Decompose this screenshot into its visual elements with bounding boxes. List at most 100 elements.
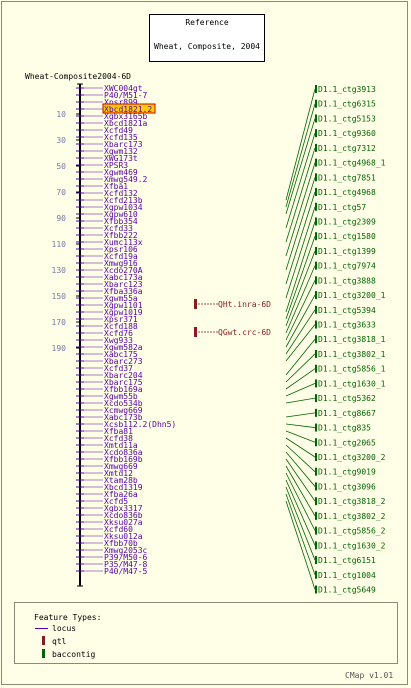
locus-label[interactable]: Xcfd5 [104, 497, 128, 506]
contig-label[interactable]: D1.1_ctg5649 [318, 585, 376, 594]
locus-label[interactable]: Xcfd33 [104, 224, 133, 233]
contig-marker[interactable] [315, 335, 317, 344]
locus-label[interactable]: Xmwg2053c [104, 546, 148, 555]
locus-label[interactable]: Xtam28b [104, 476, 138, 485]
contig-label[interactable]: D1.1_ctg2309 [318, 217, 376, 226]
contig-marker[interactable] [315, 379, 317, 388]
contig-marker[interactable] [315, 99, 317, 108]
contig-label[interactable]: D1.1_ctg4968 [318, 188, 376, 197]
locus-label[interactable]: Xcfd188 [104, 322, 138, 331]
locus-label[interactable]: Xcfd213b [104, 196, 143, 205]
locus-label[interactable]: Xcfd38 [104, 434, 133, 443]
locus-label[interactable]: Xcmwg669 [104, 406, 143, 415]
contig-marker[interactable] [315, 541, 317, 550]
locus-label[interactable]: Xbcd1319 [104, 483, 143, 492]
locus-label[interactable]: Xcsb112.2(Dhn5) [104, 420, 176, 429]
locus-label[interactable]: XWC004gt [104, 84, 143, 93]
contig-marker[interactable] [315, 173, 317, 182]
locus-label[interactable]: Xfbb169a [104, 385, 143, 394]
locus-label[interactable]: Xbarc273 [104, 357, 143, 366]
locus-label[interactable]: Xksu027a [104, 518, 143, 527]
locus-label[interactable]: Xmtd11a [104, 441, 138, 450]
contig-label[interactable]: D1.1_ctg8667 [318, 409, 376, 418]
contig-marker[interactable] [315, 349, 317, 358]
locus-label[interactable]: Xmwg916 [104, 259, 138, 268]
contig-marker[interactable] [315, 305, 317, 314]
contig-marker[interactable] [315, 158, 317, 167]
locus-label[interactable]: Xcdo836a [104, 448, 143, 457]
locus-label[interactable]: Xfba81 [104, 427, 133, 436]
qtl-label[interactable]: QHt.inra-6D [218, 300, 271, 309]
locus-label[interactable]: Xfbb169b [104, 455, 143, 464]
locus-label[interactable]: Xpsr371 [104, 315, 138, 324]
contig-marker[interactable] [315, 202, 317, 211]
locus-label[interactable]: Xgpw1101 [104, 301, 143, 310]
locus-label[interactable]: Xcfd132 [104, 189, 138, 198]
locus-label[interactable]: XWG173t [104, 154, 138, 163]
locus-label[interactable]: Xcdo534b [104, 399, 143, 408]
contig-marker[interactable] [315, 423, 317, 432]
contig-label[interactable]: D1.1_ctg9019 [318, 468, 376, 477]
locus-label[interactable]: Xabc173a [104, 273, 143, 282]
locus-label[interactable]: Xcfd76 [104, 329, 133, 338]
locus-label[interactable]: Xmwg669 [104, 462, 138, 471]
contig-label[interactable]: D1.1_ctg3096 [318, 482, 376, 491]
locus-label[interactable]: Xcfd19a [104, 252, 138, 261]
locus-label[interactable]: Xumc113x [104, 238, 143, 247]
locus-label[interactable]: XPSR3 [104, 161, 128, 170]
contig-marker[interactable] [315, 232, 317, 241]
contig-marker[interactable] [315, 217, 317, 226]
locus-label[interactable]: Xcfd135 [104, 133, 138, 142]
contig-label[interactable]: D1.1_ctg1630_1 [318, 379, 386, 388]
locus-label[interactable]: Xgwm469 [104, 168, 138, 177]
locus-label[interactable]: Xksu012a [104, 532, 143, 541]
contig-label[interactable]: D1.1_ctg3802_2 [318, 512, 386, 521]
locus-label[interactable]: Xpsr899 [104, 98, 138, 107]
contig-marker[interactable] [315, 394, 317, 403]
contig-marker[interactable] [315, 85, 317, 93]
contig-marker[interactable] [315, 556, 317, 565]
locus-label[interactable]: Xabc173b [104, 413, 143, 422]
contig-marker[interactable] [315, 438, 317, 447]
contig-label[interactable]: D1.1_ctg5394 [318, 306, 376, 315]
locus-label[interactable]: Xcfd49 [104, 126, 133, 135]
locus-label[interactable]: Xwg933 [104, 336, 133, 345]
locus-label[interactable]: Xgwm55b [104, 392, 138, 401]
contig-marker[interactable] [315, 320, 317, 329]
locus-label[interactable]: Xpsr106 [104, 245, 138, 254]
locus-label[interactable]: Xmwg549.2 [104, 175, 148, 184]
contig-label[interactable]: D1.1_ctg1004 [318, 571, 376, 580]
contig-label[interactable]: D1.1_ctg7851 [318, 173, 376, 182]
contig-label[interactable]: D1.1_ctg7974 [318, 262, 376, 271]
qtl-marker[interactable] [194, 327, 197, 337]
contig-label[interactable]: D1.1_ctg835 [318, 424, 371, 433]
contig-marker[interactable] [315, 482, 317, 491]
contig-marker[interactable] [315, 114, 317, 123]
qtl-label[interactable]: QGwt.crc-6D [218, 328, 271, 337]
locus-label[interactable]: Xfba26a [104, 490, 138, 499]
locus-label[interactable]: Xcfd37 [104, 364, 133, 373]
locus-label[interactable]: Xabc175 [104, 350, 138, 359]
contig-marker[interactable] [315, 364, 317, 373]
qtl-marker[interactable] [194, 299, 197, 309]
locus-label[interactable]: P40/M47-5 [104, 567, 148, 576]
locus-label[interactable]: Xcfd60 [104, 525, 133, 534]
locus-label[interactable]: Xgwm55a [104, 294, 138, 303]
contig-label[interactable]: D1.1_ctg7312 [318, 144, 376, 153]
locus-label[interactable]: Xfba336a [104, 287, 143, 296]
contig-marker[interactable] [315, 408, 317, 417]
locus-label[interactable]: Xbcd1821.2 [104, 105, 152, 114]
contig-label[interactable]: D1.1_ctg3802_1 [318, 350, 386, 359]
locus-label[interactable]: Xfba1 [104, 182, 128, 191]
contig-label[interactable]: D1.1_ctg3888 [318, 276, 376, 285]
contig-marker[interactable] [315, 467, 317, 476]
locus-label[interactable]: Xgbx3317 [104, 504, 143, 513]
contig-label[interactable]: D1.1_ctg5856_2 [318, 527, 386, 536]
contig-marker[interactable] [315, 526, 317, 535]
contig-marker[interactable] [315, 143, 317, 152]
locus-label[interactable]: Xfbb222 [104, 231, 138, 240]
contig-label[interactable]: D1.1_ctg3818_1 [318, 335, 386, 344]
locus-label[interactable]: Xmtd12 [104, 469, 133, 478]
locus-label[interactable]: Xbarc123 [104, 280, 143, 289]
locus-label[interactable]: Xcdo270A [104, 266, 143, 275]
